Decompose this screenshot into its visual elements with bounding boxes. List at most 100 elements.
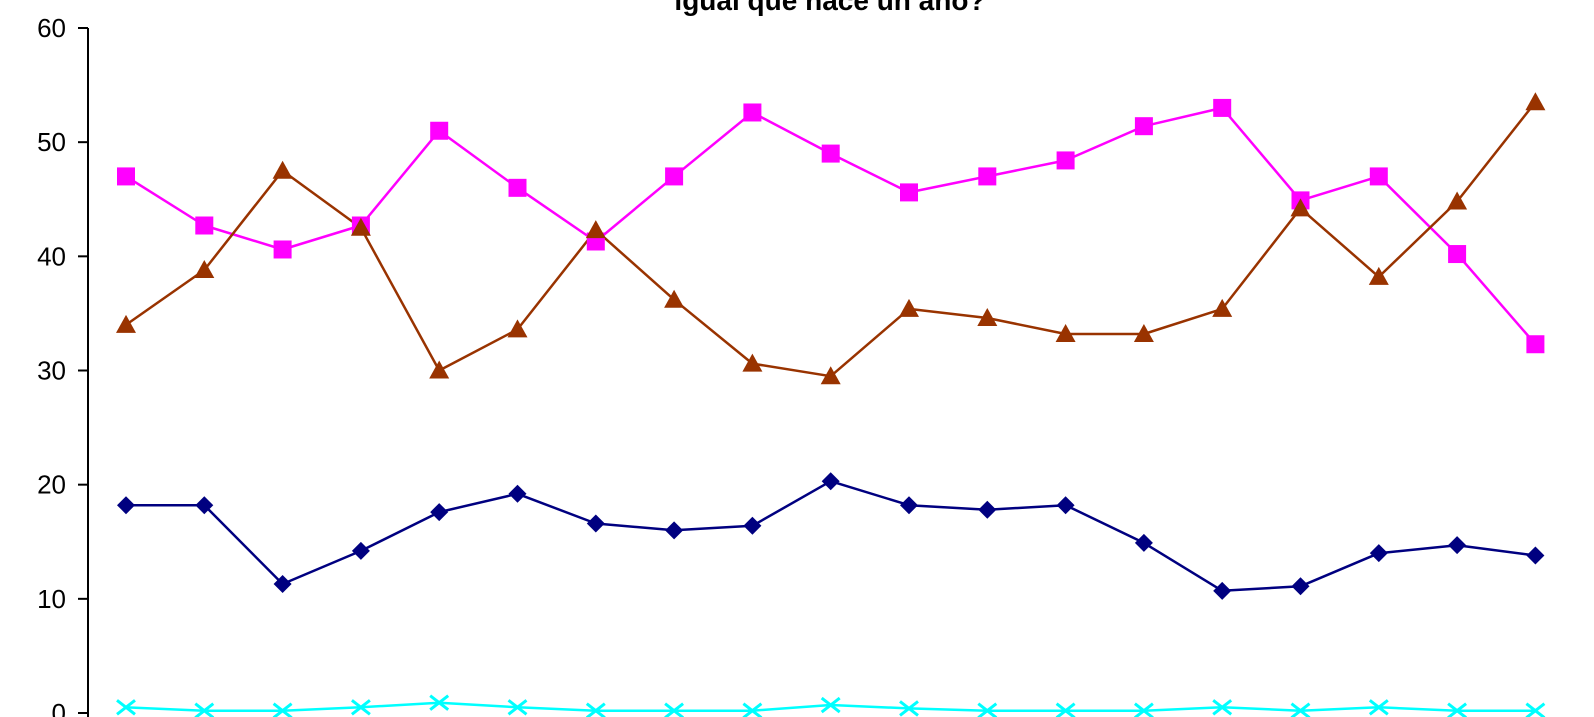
series-2-point [821, 144, 840, 163]
y-tick-label: 10 [37, 584, 66, 614]
y-tick-label: 60 [37, 13, 66, 43]
series-1-point [351, 541, 370, 560]
series-1-point [1291, 577, 1310, 596]
series-3-line [125, 101, 1537, 378]
series-3-point [507, 319, 528, 338]
series-2-point [273, 240, 292, 259]
series-1-point [1526, 546, 1545, 565]
series-1-point [1213, 581, 1232, 600]
y-tick-label: 30 [37, 356, 66, 386]
x-marker-stroke [194, 702, 215, 717]
x-marker-stroke [1447, 702, 1468, 717]
series-4-point [1447, 702, 1468, 717]
series-1-point [978, 500, 997, 519]
series-1-point [430, 503, 449, 522]
x-marker-stroke [742, 702, 763, 717]
series-1-point [1056, 496, 1075, 515]
series-3-point [977, 307, 998, 326]
series-3-point [742, 353, 763, 372]
series-lines [125, 101, 1537, 712]
series-1-point [508, 484, 527, 503]
series-1-point [1134, 533, 1153, 552]
x-marker-stroke [664, 702, 685, 717]
x-marker-stroke [272, 702, 293, 717]
series-2-point [1134, 117, 1153, 136]
series-4-point [1055, 702, 1076, 717]
series-3-point [1368, 266, 1389, 285]
series-1-point [195, 496, 214, 515]
x-marker-stroke [1212, 699, 1233, 716]
x-marker-stroke [1055, 702, 1076, 717]
x-marker-stroke [429, 694, 450, 711]
series-3-point [1447, 191, 1468, 210]
x-marker-stroke [1290, 702, 1311, 717]
series-4-point [429, 694, 450, 711]
series-3-point [585, 220, 606, 239]
series-4-point [742, 702, 763, 717]
series-3-point [272, 160, 293, 179]
x-marker-stroke [1133, 702, 1154, 717]
y-axis-ticks: 0 10 20 30 40 50 60 [37, 13, 88, 717]
series-1-point [586, 514, 605, 533]
x-marker-stroke [820, 696, 841, 714]
series-3-point [899, 298, 919, 317]
series-1-line [126, 479, 1536, 593]
x-marker-stroke [507, 699, 528, 716]
series-3-point [1290, 198, 1311, 217]
series-4-point [977, 702, 998, 717]
x-marker-stroke [899, 700, 919, 717]
series-2-point [430, 121, 449, 140]
x-marker-stroke [1525, 702, 1546, 717]
series-4-point [350, 699, 371, 716]
series-markers [116, 92, 1546, 717]
x-marker-stroke [350, 699, 371, 716]
series-3-point [194, 260, 215, 279]
series-2-point [508, 178, 527, 197]
series-4-point [899, 700, 919, 717]
series-1-point [273, 574, 292, 593]
series-3-point [664, 289, 685, 308]
series-3-point [350, 217, 371, 236]
series-4-point [507, 699, 528, 716]
y-tick-label: 20 [37, 470, 66, 500]
series-2-point [900, 183, 918, 202]
series-3-point [1525, 92, 1546, 111]
series-1-point [821, 472, 840, 491]
series-2-point [195, 216, 214, 235]
series-4-point [1368, 699, 1389, 716]
series-3-point [1055, 323, 1076, 342]
series-4-point [272, 702, 293, 717]
series-3-point [1212, 298, 1233, 317]
series-1-point [900, 496, 918, 515]
series-3-point [429, 360, 450, 379]
series-4-point [1212, 699, 1233, 716]
series-1-point [1369, 544, 1388, 563]
series-2-point [1056, 151, 1075, 170]
series-1-point [117, 496, 135, 515]
series-3-point [820, 366, 841, 385]
y-tick-label: 40 [37, 241, 66, 271]
chart-title: igual que hace un año? [674, 0, 985, 16]
series-4-point [820, 696, 841, 714]
series-2-point [1526, 335, 1545, 354]
series-3-point [1133, 323, 1154, 342]
series-4-point [194, 702, 215, 717]
series-4-point [1133, 702, 1154, 717]
series-4-point [1525, 702, 1546, 717]
series-3-point [116, 314, 136, 333]
series-4-point [116, 699, 136, 716]
series-2-point [1369, 167, 1388, 186]
y-tick-label: 50 [37, 127, 66, 157]
series-2-point [743, 103, 762, 122]
series-1-point [665, 521, 684, 540]
series-2-point [117, 167, 135, 186]
series-1-point [1448, 536, 1467, 555]
series-2-point [665, 167, 684, 186]
series-4-point [1290, 702, 1311, 717]
series-2-point [1448, 245, 1467, 264]
x-marker-stroke [977, 702, 998, 717]
series-2-point [978, 167, 997, 186]
x-marker-stroke [585, 702, 606, 717]
x-marker-stroke [1368, 699, 1389, 716]
x-marker-stroke [116, 699, 136, 716]
